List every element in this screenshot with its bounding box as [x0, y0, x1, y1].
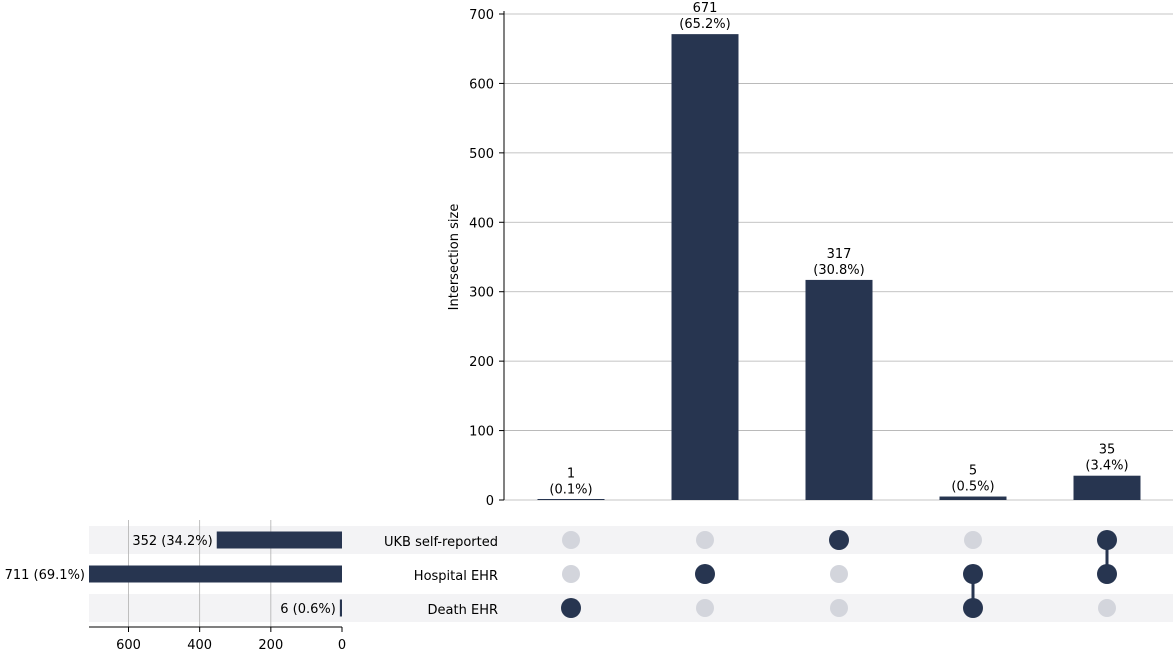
matrix-dot-active — [1097, 530, 1117, 550]
intersection-bar — [671, 34, 739, 501]
set-size-x-axis: 600 400 200 0 — [89, 626, 346, 651]
bar-percent-label: (30.8%) — [813, 263, 864, 278]
matrix-dot-inactive — [562, 565, 580, 583]
matrix-dot-active — [963, 564, 983, 584]
y-tick-label: 100 — [469, 425, 494, 440]
set-name: Hospital EHR — [414, 569, 498, 584]
y-tick-label: 200 — [469, 355, 494, 370]
matrix-row-stripes — [89, 526, 1173, 622]
intersection-bar — [537, 499, 605, 500]
x-tick-label: 600 — [116, 638, 141, 651]
bar-value-label: 35 — [1099, 443, 1116, 458]
set-size-label: 711 (69.1%) — [5, 568, 85, 583]
bar-percent-label: (65.2%) — [679, 17, 730, 32]
matrix-dot-inactive — [830, 599, 848, 617]
bar-percent-label: (0.1%) — [549, 482, 592, 497]
set-size-bar — [216, 531, 342, 549]
y-tick-label: 300 — [469, 286, 494, 301]
matrix-dot-inactive — [964, 531, 982, 549]
intersection-bar — [805, 279, 873, 500]
bar-value-label: 1 — [567, 466, 575, 481]
matrix-dot-active — [561, 598, 581, 618]
bar-value-label: 317 — [827, 247, 852, 262]
bar-value-label: 5 — [969, 464, 977, 479]
y-tick-label: 700 — [469, 8, 494, 23]
set-size-bar — [339, 599, 342, 617]
set-size-label: 6 (0.6%) — [280, 602, 336, 617]
membership-matrix — [561, 530, 1117, 618]
y-tick-label: 600 — [469, 77, 494, 92]
intersection-bars: 1(0.1%) 671(65.2%) 317(30.8%) 5(0.5%) 35(3.4… — [537, 1, 1141, 501]
set-size-bar — [89, 565, 342, 583]
set-name: Death EHR — [428, 603, 498, 618]
bar-percent-label: (0.5%) — [951, 480, 994, 495]
y-tick-label: 500 — [469, 147, 494, 162]
x-tick-label: 0 — [338, 638, 346, 651]
matrix-dot-inactive — [1098, 599, 1116, 617]
y-tick-label: 400 — [469, 216, 494, 231]
bar-percent-label: (3.4%) — [1085, 459, 1128, 474]
matrix-dot-inactive — [696, 599, 714, 617]
matrix-dot-active — [1097, 564, 1117, 584]
intersection-y-axis: 0 100 200 300 400 500 600 700 — [469, 8, 505, 509]
intersection-bar — [1073, 475, 1141, 500]
row-stripe — [89, 594, 1173, 622]
x-tick-label: 400 — [187, 638, 212, 651]
bar-value-label: 671 — [693, 1, 718, 16]
matrix-dot-active — [963, 598, 983, 618]
set-size-label: 352 (34.2%) — [132, 534, 212, 549]
set-names: UKB self-reported Hospital EHR Death EHR — [384, 535, 498, 618]
y-tick-label: 0 — [486, 494, 494, 509]
intersection-bar — [939, 496, 1007, 500]
x-tick-label: 200 — [258, 638, 283, 651]
matrix-dot-active — [695, 564, 715, 584]
set-name: UKB self-reported — [384, 535, 498, 550]
set-size-bars: 352 (34.2%) 711 (69.1%) 6 (0.6%) — [5, 531, 342, 617]
matrix-dot-active — [829, 530, 849, 550]
matrix-dot-inactive — [830, 565, 848, 583]
matrix-dot-inactive — [562, 531, 580, 549]
matrix-dot-inactive — [696, 531, 714, 549]
y-axis-title: Intersection size — [447, 204, 462, 311]
